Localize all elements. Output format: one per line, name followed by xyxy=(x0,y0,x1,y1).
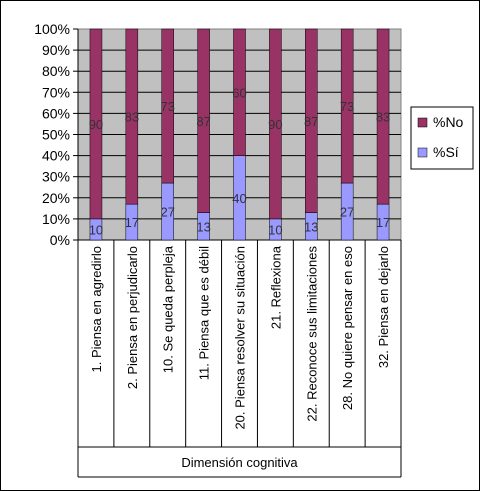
data-label-no: 83 xyxy=(125,110,139,125)
bar-no xyxy=(89,28,103,220)
data-label-si: 40 xyxy=(232,191,246,206)
data-label-no: 73 xyxy=(340,99,354,114)
y-tick-label: 100% xyxy=(34,21,70,37)
bar-no xyxy=(125,28,139,205)
bar-no xyxy=(340,28,354,184)
bar-no xyxy=(269,28,282,220)
y-tick-label: 50% xyxy=(42,127,70,143)
category-label: 21. Reflexiona xyxy=(268,245,283,329)
y-tick-label: 40% xyxy=(42,148,70,164)
data-label-no: 87 xyxy=(304,114,318,129)
y-tick-label: 0% xyxy=(50,232,70,248)
y-tick-label: 80% xyxy=(42,63,70,79)
bar-no xyxy=(305,28,318,213)
data-label-si: 17 xyxy=(125,215,139,230)
data-label-si: 13 xyxy=(304,219,318,234)
category-label: 28. No quiere pensar en eso xyxy=(340,246,355,410)
data-label-no: 83 xyxy=(376,110,390,125)
category-label: 20. Piensa resolver su situación xyxy=(233,246,248,430)
x-axis-label: Dimensión cognitiva xyxy=(181,455,298,470)
bar-no xyxy=(233,28,246,156)
y-tick-label: 70% xyxy=(42,84,70,100)
legend-label: %No xyxy=(433,114,464,130)
category-label: 32. Piensa en dejarlo xyxy=(376,246,391,368)
bar-no xyxy=(161,28,174,184)
data-label-si: 27 xyxy=(160,205,174,220)
data-label-si: 10 xyxy=(268,222,282,237)
y-tick-label: 30% xyxy=(42,169,70,185)
data-label-no: 60 xyxy=(232,85,246,100)
category-label: 11. Piensa que es débil xyxy=(197,246,212,380)
category-label: 1. Piensa en agredirlo xyxy=(89,246,104,372)
data-label-no: 90 xyxy=(89,117,103,132)
data-label-no: 90 xyxy=(268,117,282,132)
y-tick-label: 90% xyxy=(42,42,70,58)
y-tick-label: 20% xyxy=(42,190,70,206)
legend-swatch xyxy=(417,147,428,158)
category-label: 22. Reconoce sus limitaciones xyxy=(304,246,319,422)
y-tick-label: 60% xyxy=(42,105,70,121)
category-label: 10. Se queda perpleja xyxy=(161,245,176,373)
y-tick-label: 10% xyxy=(42,211,70,227)
legend-label: %Sí xyxy=(433,144,459,160)
data-label-no: 73 xyxy=(160,99,174,114)
data-label-si: 27 xyxy=(340,205,354,220)
bar-no xyxy=(376,28,390,205)
legend-swatch xyxy=(417,117,428,128)
data-label-si: 13 xyxy=(196,219,210,234)
bar-no xyxy=(197,28,210,213)
data-label-si: 10 xyxy=(89,222,103,237)
data-label-no: 87 xyxy=(196,114,210,129)
data-label-si: 17 xyxy=(376,215,390,230)
category-label: 2. Piensa en perjudicarlo xyxy=(125,246,140,389)
legend-box xyxy=(410,106,474,170)
